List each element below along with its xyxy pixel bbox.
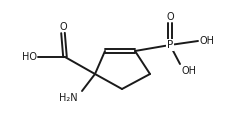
Text: OH: OH — [199, 36, 214, 46]
Text: OH: OH — [181, 66, 196, 76]
Text: H₂N: H₂N — [59, 93, 78, 103]
Text: O: O — [166, 12, 174, 22]
Text: P: P — [167, 40, 173, 50]
Text: HO: HO — [22, 52, 37, 62]
Text: O: O — [59, 22, 67, 31]
